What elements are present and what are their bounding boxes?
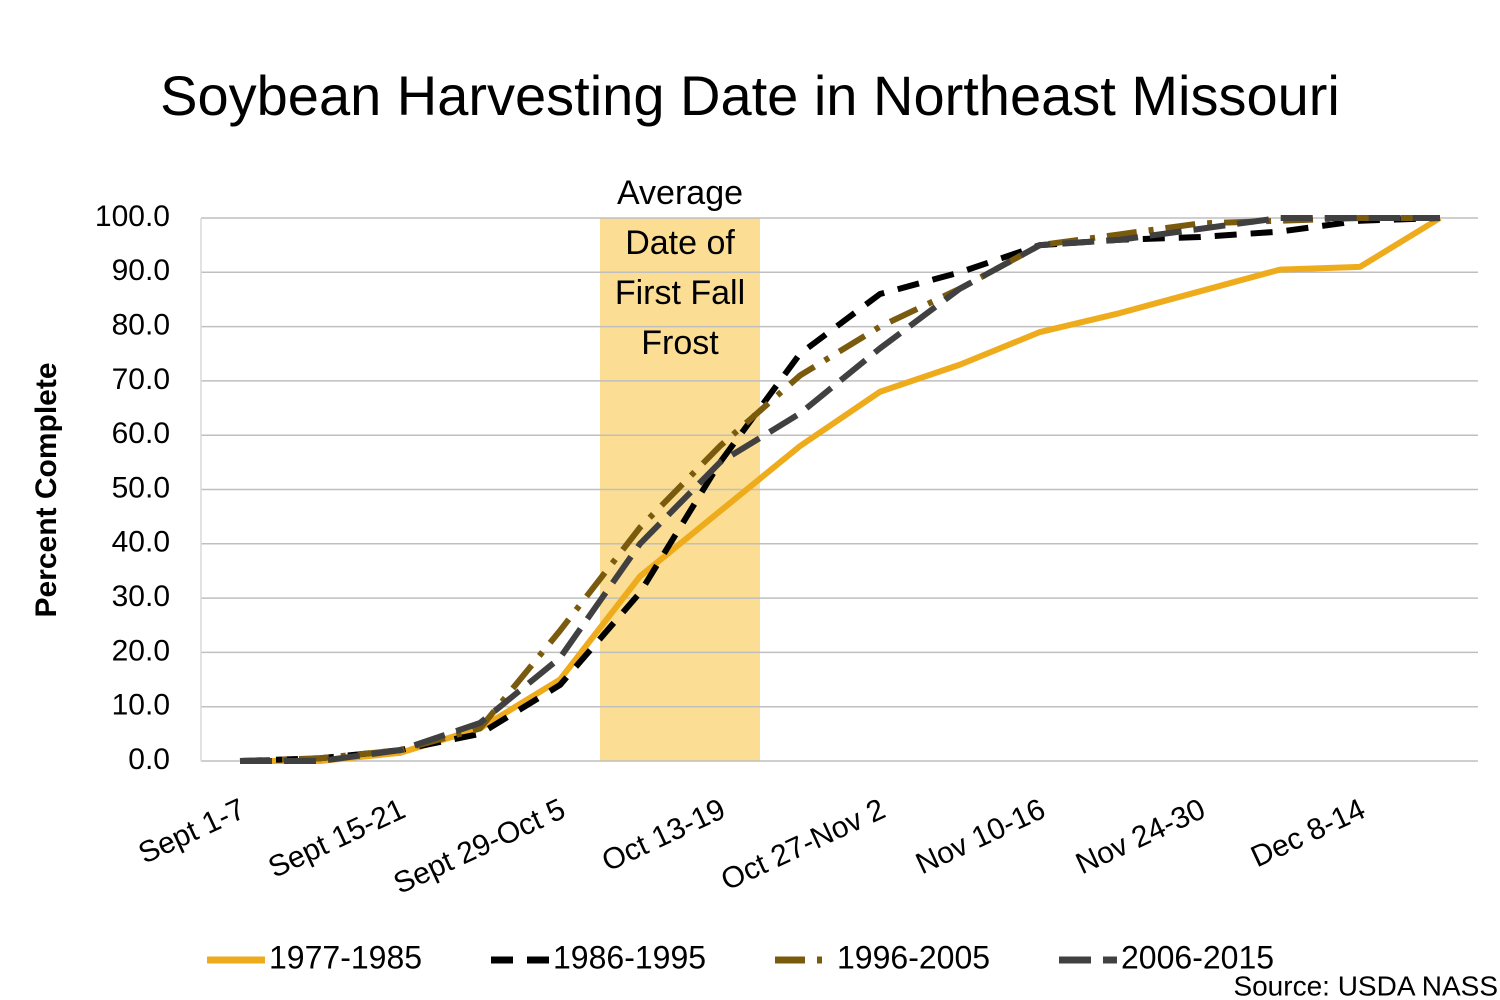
x-tick-label: Sept 29-Oct 5	[389, 793, 571, 901]
y-axis-label: Percent Complete	[30, 362, 63, 617]
x-tick-label: Sept 1-7	[134, 793, 251, 871]
y-tick-label: 10.0	[112, 689, 170, 722]
x-tick-label: Dec 8-14	[1246, 793, 1370, 874]
y-tick-label: 60.0	[112, 417, 170, 450]
annotation: First Fall	[615, 274, 745, 312]
y-tick-label: 70.0	[112, 363, 170, 396]
x-tick-label: Nov 24-30	[1071, 793, 1210, 881]
chart-title: Soybean Harvesting Date in Northeast Mis…	[160, 64, 1340, 127]
source: Source: USDA NASS	[1233, 970, 1498, 1000]
y-tick-label: 0.0	[128, 743, 170, 776]
y-tick-label: 100.0	[95, 200, 170, 233]
legend-label: 1977-1985	[269, 939, 422, 975]
legend-label: 2006-2015	[1121, 939, 1274, 975]
legend-label: 1996-2005	[837, 939, 990, 975]
x-tick-label: Oct 27-Nov 2	[716, 793, 890, 898]
y-tick-label: 50.0	[112, 471, 170, 504]
series-line	[240, 215, 1440, 764]
y-tick-label: 20.0	[112, 634, 170, 667]
annotation: Average	[617, 174, 743, 212]
y-tick-label: 30.0	[112, 580, 170, 613]
annotation: Date of	[625, 224, 735, 262]
y-tick-label: 90.0	[112, 254, 170, 287]
annotation: Frost	[641, 324, 719, 362]
y-tick-label: 80.0	[112, 309, 170, 342]
x-tick-label: Nov 10-16	[911, 793, 1050, 881]
legend-label: 1986-1995	[553, 939, 706, 975]
x-tick-label: Oct 13-19	[597, 793, 730, 879]
y-tick-label: 40.0	[112, 526, 170, 559]
